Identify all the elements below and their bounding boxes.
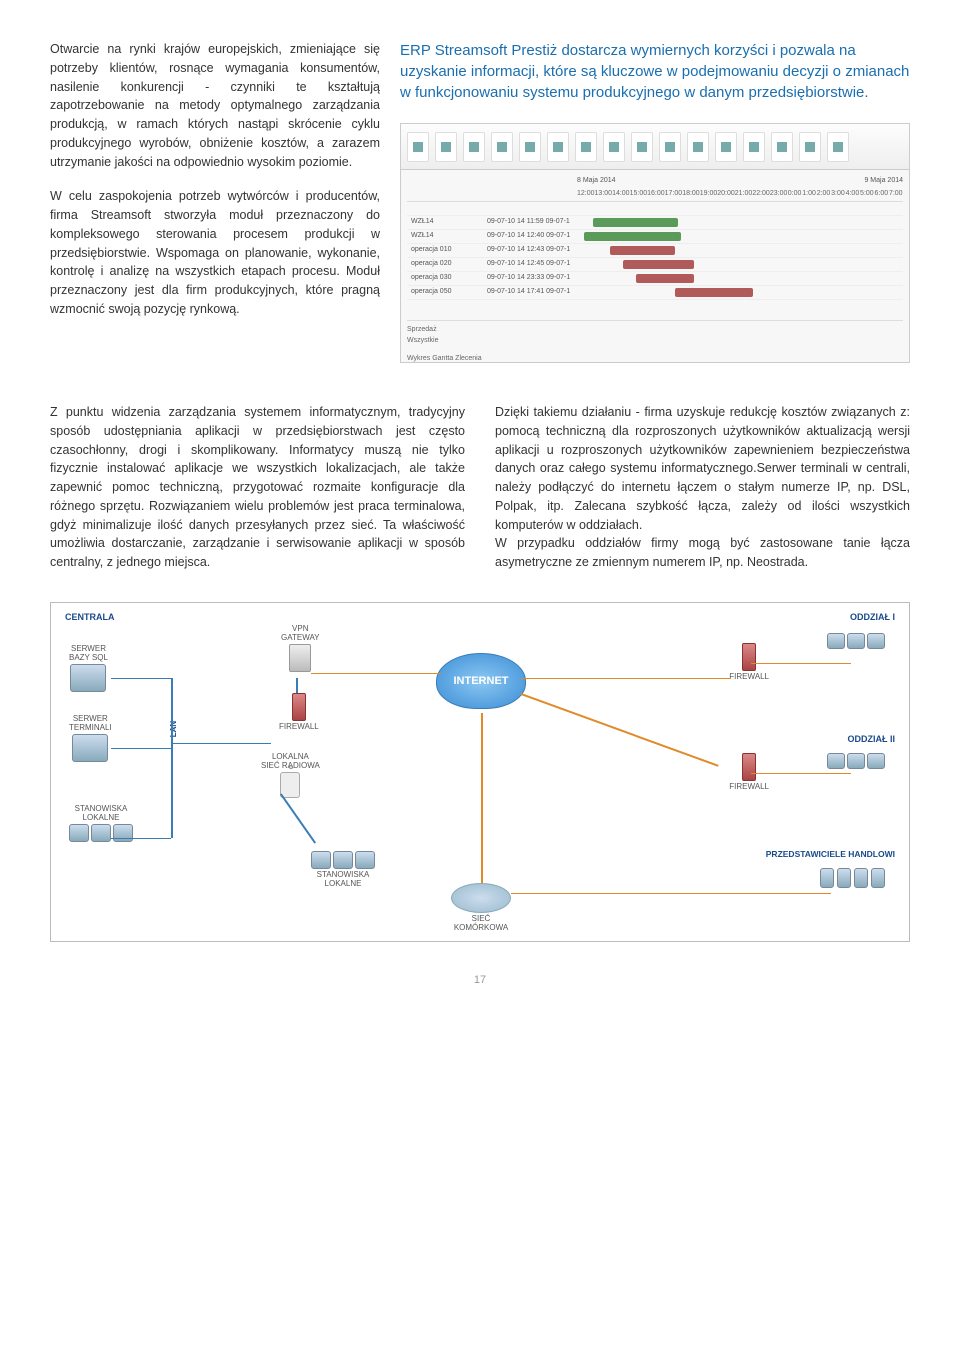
gantt-row: WZŁ1409-07-10 14 12:40 09-07-1: [407, 230, 903, 244]
gantt-hour-cell: 12:00: [577, 189, 595, 200]
gantt-hour-cell: 0:00: [787, 189, 801, 200]
toolbar-icon[interactable]: [743, 132, 765, 162]
node-oddzial1-pcs: [827, 633, 885, 649]
node-serwer-terminali: SERWER TERMINALI: [69, 715, 112, 763]
gantt-hour-cell: 21:00: [735, 189, 753, 200]
gantt-date-left: 8 Maja 2014: [577, 176, 740, 187]
toolbar-icon[interactable]: [603, 132, 625, 162]
screenshot-toolbar: [401, 124, 909, 170]
intro-para-1: Otwarcie na rynki krajów europejskich, z…: [50, 40, 380, 171]
node-internet: INTERNET: [436, 653, 526, 709]
page-number: 17: [50, 972, 910, 989]
toolbar-icon[interactable]: [687, 132, 709, 162]
bottom-right-text: Dzięki takiemu działaniu - firma uzyskuj…: [495, 403, 910, 572]
gantt-chart-area: 8 Maja 2014 9 Maja 2014 12:0013:0014:001…: [401, 170, 909, 363]
gantt-hour-cell: 2:00: [816, 189, 830, 200]
screenshot-footer: Sprzedaż Wszystkie: [407, 320, 903, 346]
label-przedstawiciele: PRZEDSTAWICIELE HANDLOWI: [766, 848, 895, 861]
toolbar-icon[interactable]: [435, 132, 457, 162]
gantt-hour-cell: 17:00: [665, 189, 683, 200]
gantt-rows: WZŁ1409-07-10 14 11:59 09-07-1WZŁ1409-07…: [407, 202, 903, 300]
footer-item-1: Wszystkie: [407, 336, 903, 347]
node-stanowiska-lokalne-2: STANOWISKA LOKALNE: [311, 851, 375, 889]
gantt-row: operacja 02009-07-10 14 12:45 09-07-1: [407, 258, 903, 272]
node-siec-komorkowa: SIEĆ KOMÓRKOWA: [451, 883, 511, 933]
node-serwer-sql: SERWER BAZY SQL: [69, 645, 108, 693]
gantt-hour-cell: 18:00: [682, 189, 700, 200]
gantt-row: operacja 03009-07-10 14 23:33 09-07-1: [407, 272, 903, 286]
toolbar-icon[interactable]: [799, 132, 821, 162]
toolbar-icon[interactable]: [631, 132, 653, 162]
gantt-hour-cell: 13:00: [595, 189, 613, 200]
node-stanowiska-lokalne: STANOWISKA LOKALNE: [69, 805, 133, 843]
gantt-hour-cell: 5:00: [860, 189, 874, 200]
gantt-hour-cell: 4:00: [845, 189, 859, 200]
gantt-row: WZŁ1409-07-10 14 11:59 09-07-1: [407, 216, 903, 230]
node-firewall-center: FIREWALL: [279, 693, 319, 732]
gantt-date-right: 9 Maja 2014: [740, 176, 903, 187]
erp-gantt-screenshot: 8 Maja 2014 9 Maja 2014 12:0013:0014:001…: [400, 123, 910, 363]
toolbar-icon[interactable]: [547, 132, 569, 162]
screenshot-caption: Wykres Gantta Zlecenia: [407, 354, 903, 363]
toolbar-icon[interactable]: [659, 132, 681, 162]
toolbar-icon[interactable]: [491, 132, 513, 162]
top-section: Otwarcie na rynki krajów europejskich, z…: [50, 40, 910, 363]
gantt-hour-cell: 16:00: [647, 189, 665, 200]
toolbar-icon[interactable]: [463, 132, 485, 162]
label-oddzial1: ODDZIAŁ I: [850, 611, 895, 625]
label-centrala: CENTRALA: [65, 611, 115, 625]
bottom-columns: Z punktu widzenia zarządzania systemem i…: [50, 403, 910, 572]
gantt-hour-cell: 14:00: [612, 189, 630, 200]
node-przedstawiciele-devices: [820, 868, 885, 888]
node-lokalna-siec: LOKALNA SIEĆ RADIOWA: [261, 753, 320, 799]
gantt-hours-header: 12:0013:0014:0015:0016:0017:0018:0019:00…: [407, 187, 903, 203]
gantt-row: [407, 202, 903, 216]
gantt-hour-cell: 7:00: [889, 189, 903, 200]
toolbar-icon[interactable]: [771, 132, 793, 162]
bottom-left-text: Z punktu widzenia zarządzania systemem i…: [50, 403, 465, 572]
gantt-hour-cell: 19:00: [700, 189, 718, 200]
node-oddzial2-pcs: [827, 753, 885, 769]
gantt-hour-cell: 20:00: [717, 189, 735, 200]
intro-para-2: W celu zaspokojenia potrzeb wytwórców i …: [50, 187, 380, 318]
gantt-hour-cell: 23:00: [770, 189, 788, 200]
gantt-hour-cell: 22:00: [752, 189, 770, 200]
network-diagram: CENTRALA ODDZIAŁ I ODDZIAŁ II PRZEDSTAWI…: [50, 602, 910, 942]
toolbar-icon[interactable]: [827, 132, 849, 162]
toolbar-icon[interactable]: [519, 132, 541, 162]
toolbar-icon[interactable]: [715, 132, 737, 162]
gantt-row: operacja 05009-07-10 14 17:41 09-07-1: [407, 286, 903, 300]
toolbar-icon[interactable]: [407, 132, 429, 162]
toolbar-icon[interactable]: [575, 132, 597, 162]
gantt-hour-cell: 15:00: [630, 189, 648, 200]
node-vpn-gateway: VPN GATEWAY: [281, 625, 320, 673]
gantt-hour-cell: 6:00: [874, 189, 888, 200]
right-column: ERP Streamsoft Prestiż dostarcza wymiern…: [400, 40, 910, 363]
label-oddzial2: ODDZIAŁ II: [848, 733, 896, 747]
left-column: Otwarcie na rynki krajów europejskich, z…: [50, 40, 380, 363]
gantt-hour-cell: 3:00: [831, 189, 845, 200]
footer-item-0: Sprzedaż: [407, 325, 903, 336]
highlight-callout: ERP Streamsoft Prestiż dostarcza wymiern…: [400, 40, 910, 103]
gantt-row: operacja 01009-07-10 14 12:43 09-07-1: [407, 244, 903, 258]
gantt-hour-cell: 1:00: [802, 189, 816, 200]
